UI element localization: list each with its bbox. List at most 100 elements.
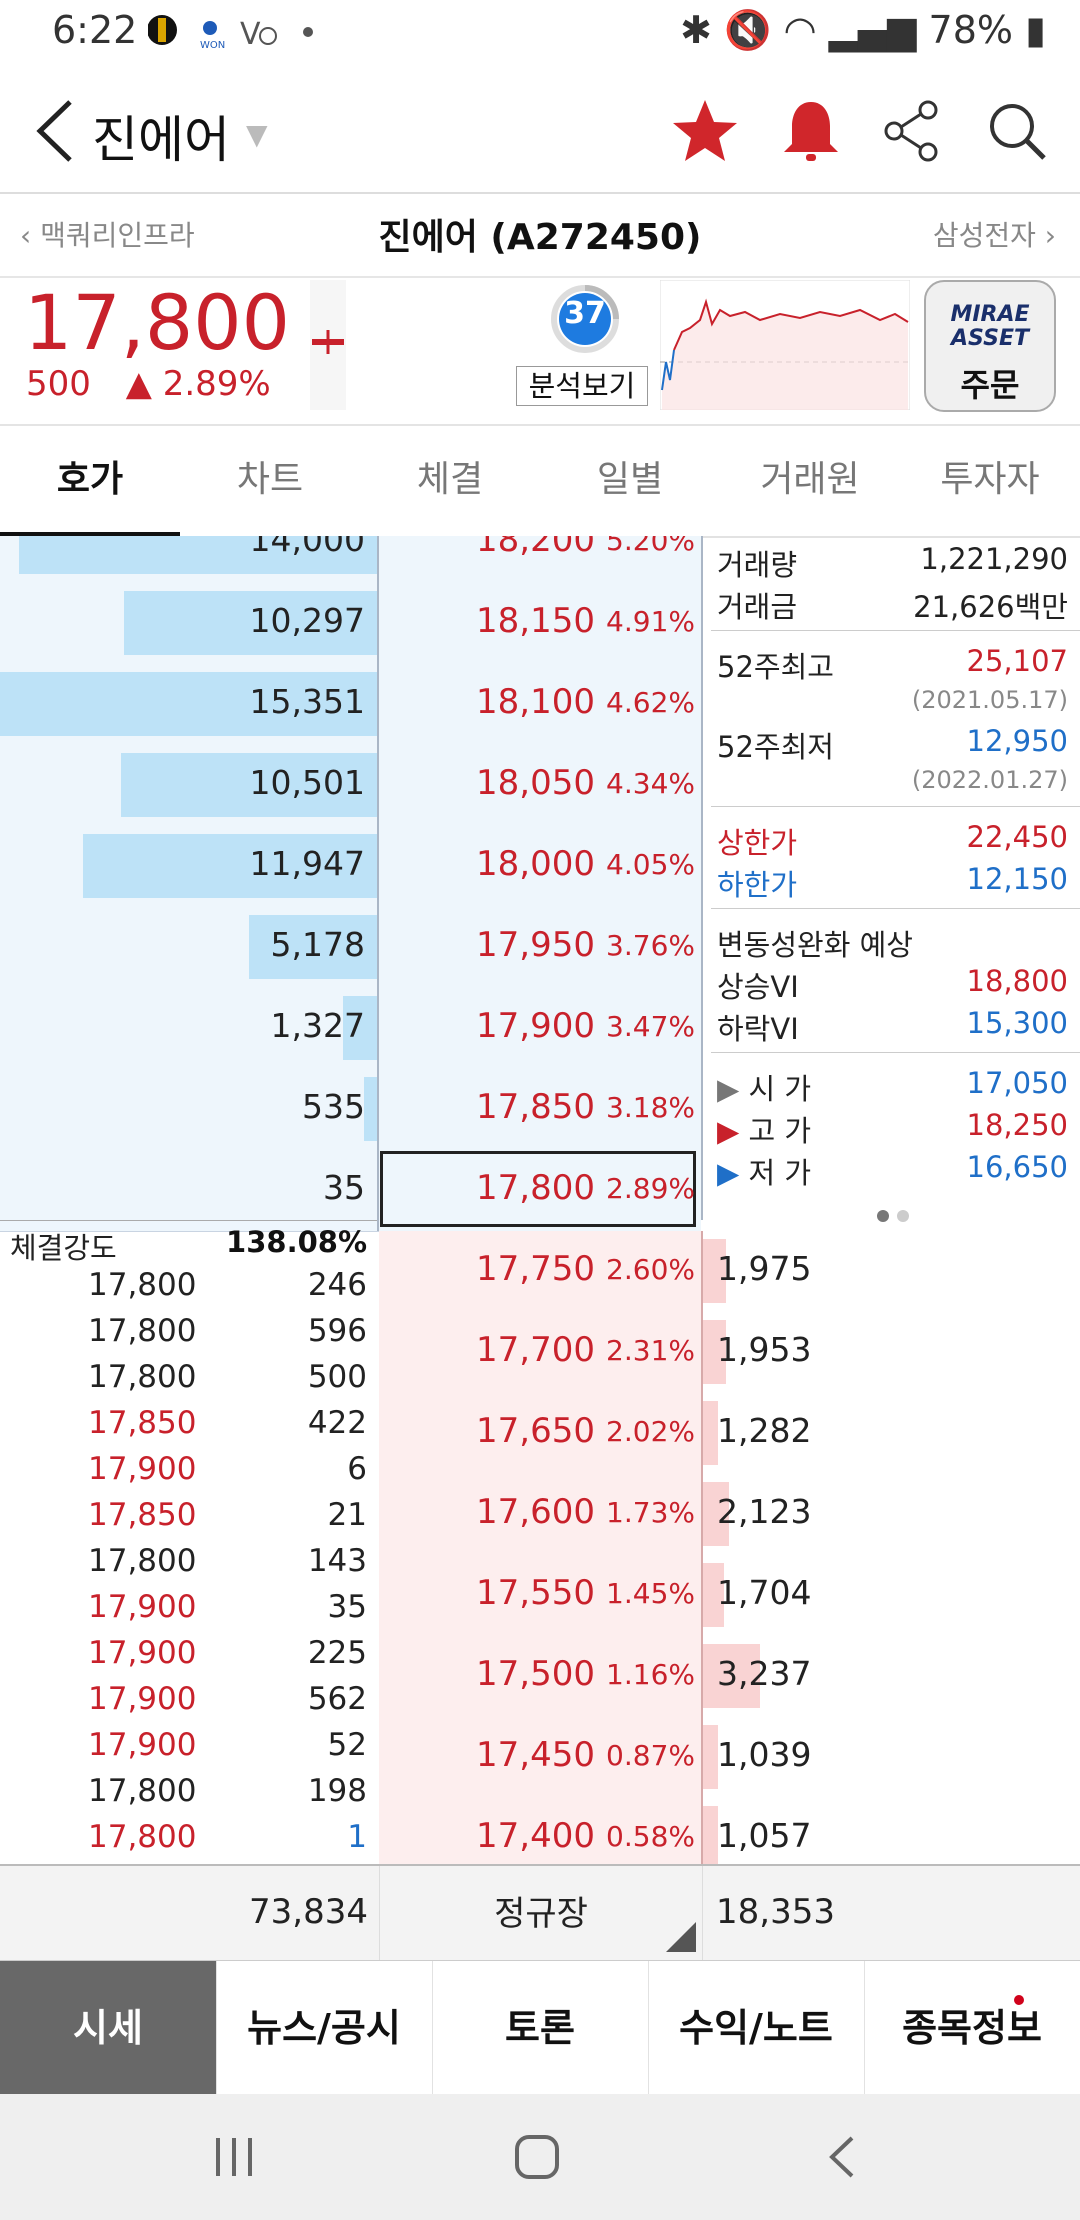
bid-price-cell[interactable]: 17,450 0.87%: [379, 1717, 701, 1799]
home-icon[interactable]: [512, 2132, 562, 2182]
score-ring-icon[interactable]: [550, 284, 620, 354]
bid-price-cell[interactable]: 17,700 2.31%: [379, 1312, 701, 1394]
ask-volume-bar: [82, 834, 377, 898]
ask-price: 17,950: [476, 925, 595, 965]
ask-price: 18,150: [476, 601, 595, 641]
ask-price-cell[interactable]: 18,100 4.62%: [379, 664, 701, 745]
value: 18,800: [966, 964, 1068, 998]
bid-row[interactable]: 17,650 2.02% 1,282: [0, 1393, 1080, 1475]
bid-volume: 1,057: [717, 1816, 812, 1855]
bid-price-cell[interactable]: 17,400 0.58%: [379, 1798, 701, 1864]
tab-investors[interactable]: 투자자: [940, 459, 1040, 500]
back-nav-icon[interactable]: [822, 2132, 862, 2182]
ask-volume-cell[interactable]: 10,501: [0, 745, 379, 826]
bid-volume: 1,704: [717, 1573, 812, 1612]
order-book[interactable]: 14,000 18,200 5.20% 10,297 18,150 4.91% 15,351…: [0, 536, 1080, 1864]
analysis-button[interactable]: 분석보기: [516, 366, 648, 406]
bid-volume-cell[interactable]: 1,704: [701, 1555, 1080, 1637]
ask-volume-bar: [343, 996, 377, 1060]
bell-icon[interactable]: [776, 96, 846, 166]
ask-row[interactable]: 14,000 18,200 5.20%: [0, 536, 701, 584]
ask-price-cell[interactable]: 17,800 2.89%: [379, 1150, 701, 1231]
value: 12,950: [966, 724, 1068, 758]
bid-price-cell[interactable]: 17,750 2.60%: [379, 1231, 701, 1313]
strength-label: 체결강도: [10, 1231, 117, 1265]
ask-volume-cell[interactable]: 11,947: [0, 826, 379, 907]
ask-volume-cell[interactable]: 1,327: [0, 988, 379, 1069]
order-button[interactable]: MIRAE ASSET 주문: [924, 280, 1056, 412]
ask-row[interactable]: 5,178 17,950 3.76%: [0, 907, 701, 989]
bid-price-cell[interactable]: 17,600 1.73%: [379, 1474, 701, 1556]
label: 거래량: [717, 548, 798, 582]
bid-row[interactable]: 17,700 2.31% 1,953: [0, 1312, 1080, 1394]
ask-volume-cell[interactable]: 14,000: [0, 536, 379, 583]
ask-row[interactable]: 10,501 18,050 4.34%: [0, 745, 701, 827]
session-label[interactable]: 정규장: [379, 1866, 703, 1962]
ask-row[interactable]: 10,297 18,150 4.91%: [0, 583, 701, 665]
tab-orderbook[interactable]: 호가: [56, 459, 124, 500]
bid-price-cell[interactable]: 17,650 2.02%: [379, 1393, 701, 1475]
bid-price-cell[interactable]: 17,500 1.16%: [379, 1636, 701, 1718]
tab-brokers[interactable]: 거래원: [760, 459, 860, 500]
btab-discussion[interactable]: 토론: [432, 1961, 649, 2095]
bid-volume-cell[interactable]: 2,123: [701, 1474, 1080, 1556]
bid-volume-cell[interactable]: 1,975: [701, 1231, 1080, 1313]
tick-row: 17,900 6: [0, 1451, 377, 1497]
ask-price-cell[interactable]: 18,050 4.34%: [379, 745, 701, 826]
btab-profit-note[interactable]: 수익/노트: [648, 1961, 865, 2095]
tick-row: 17,800 596: [0, 1313, 377, 1359]
ask-volume-cell[interactable]: 15,351: [0, 664, 379, 745]
ask-volume-cell[interactable]: 535: [0, 1069, 379, 1150]
order-label: 주문: [960, 366, 1020, 404]
stock-title[interactable]: 진에어: [92, 111, 230, 169]
page-indicator[interactable]: [875, 1196, 915, 1230]
bid-volume-cell[interactable]: 1,039: [701, 1717, 1080, 1799]
ask-volume-cell[interactable]: 5,178: [0, 907, 379, 988]
back-icon[interactable]: [28, 98, 84, 164]
tab-daily[interactable]: 일별: [596, 459, 664, 500]
tab-trades[interactable]: 체결: [416, 459, 484, 500]
btab-news[interactable]: 뉴스/공시: [216, 1961, 433, 2095]
value: 15,300: [966, 1006, 1068, 1040]
bid-volume-cell[interactable]: 1,057: [701, 1798, 1080, 1864]
ask-row[interactable]: 15,351 18,100 4.62%: [0, 664, 701, 746]
ask-price-cell[interactable]: 18,200 5.20%: [379, 536, 701, 583]
next-stock-link[interactable]: 삼성전자 ›: [932, 219, 1056, 252]
ask-volume-cell[interactable]: 35: [0, 1150, 379, 1231]
tab-chart[interactable]: 차트: [236, 459, 304, 500]
ask-row[interactable]: 535 17,850 3.18%: [0, 1069, 701, 1151]
bid-volume-cell[interactable]: 1,282: [701, 1393, 1080, 1475]
ask-row[interactable]: 1,327 17,900 3.47%: [0, 988, 701, 1070]
bid-row[interactable]: 17,750 2.60% 1,975: [0, 1231, 1080, 1313]
ask-volume-cell[interactable]: 10,297: [0, 583, 379, 664]
bid-row[interactable]: 17,500 1.16% 3,237: [0, 1636, 1080, 1718]
intraday-sparkline[interactable]: [660, 280, 910, 410]
prev-stock-link[interactable]: ‹ 맥쿼리인프라: [20, 219, 195, 252]
search-icon[interactable]: [982, 96, 1052, 166]
ask-price-cell[interactable]: 18,150 4.91%: [379, 583, 701, 664]
bid-volume: 1,039: [717, 1735, 812, 1774]
ask-price-cell[interactable]: 17,900 3.47%: [379, 988, 701, 1069]
bid-price-cell[interactable]: 17,550 1.45%: [379, 1555, 701, 1637]
divider: [711, 806, 1080, 807]
ask-row[interactable]: 35 17,800 2.89%: [0, 1150, 701, 1232]
bid-volume-bar: [703, 1320, 726, 1384]
tick-price: 17,900: [88, 1589, 197, 1625]
ask-row[interactable]: 11,947 18,000 4.05%: [0, 826, 701, 908]
chevron-down-icon[interactable]: ▼: [246, 118, 268, 151]
ask-price-cell[interactable]: 17,850 3.18%: [379, 1069, 701, 1150]
tick-price: 17,800: [88, 1359, 197, 1395]
bid-volume-cell[interactable]: 1,953: [701, 1312, 1080, 1394]
ask-price-cell[interactable]: 17,950 3.76%: [379, 907, 701, 988]
share-icon[interactable]: [878, 96, 948, 166]
btab-quotes[interactable]: 시세: [0, 1961, 217, 2095]
btab-stock-info[interactable]: 종목정보: [902, 2006, 1042, 2050]
star-icon[interactable]: [670, 96, 740, 166]
bid-row[interactable]: 17,400 0.58% 1,057: [0, 1798, 1080, 1864]
bid-price: 17,650: [476, 1411, 595, 1451]
ask-price-cell[interactable]: 18,000 4.05%: [379, 826, 701, 907]
recent-apps-icon[interactable]: [210, 2134, 260, 2180]
next-stock-name: 삼성전자: [932, 219, 1036, 252]
bid-volume-cell[interactable]: 3,237: [701, 1636, 1080, 1718]
bid-row[interactable]: 17,550 1.45% 1,704: [0, 1555, 1080, 1637]
